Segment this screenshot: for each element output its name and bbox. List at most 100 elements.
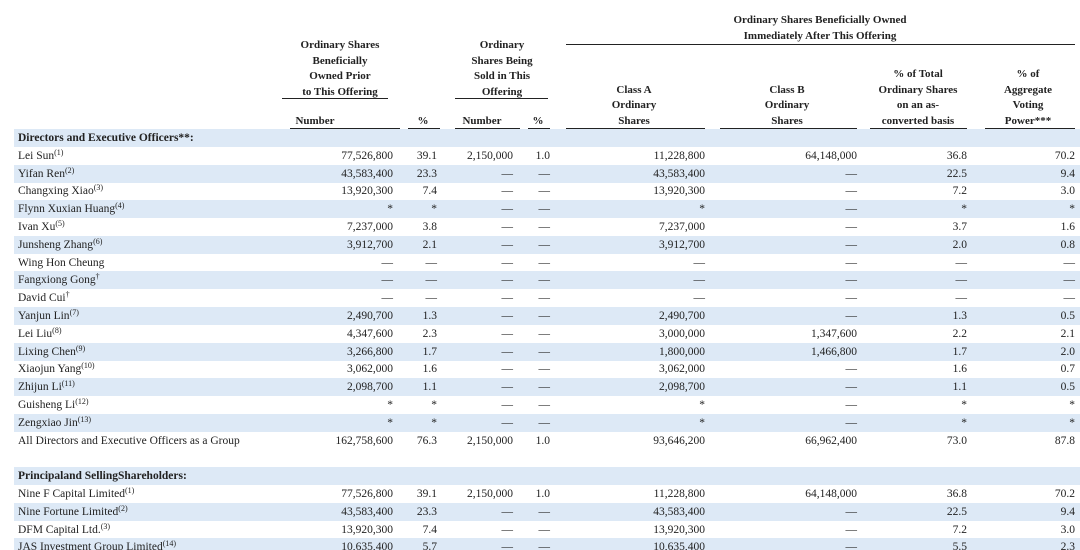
column-header: Ordinary Shares bbox=[300, 38, 380, 51]
cell: 3,062,000 bbox=[659, 363, 705, 376]
cell: 11,228,800 bbox=[653, 488, 705, 500]
cell: 13,920,300 bbox=[341, 185, 393, 198]
cell: 2,490,700 bbox=[347, 310, 393, 322]
cell: — bbox=[538, 345, 551, 358]
cell: — bbox=[1063, 274, 1076, 287]
cell: — bbox=[845, 167, 858, 180]
footnote-ref: (13) bbox=[77, 414, 92, 424]
group-header: Immediately After This Offering bbox=[743, 30, 897, 42]
cell: * bbox=[387, 399, 393, 411]
name: Fangxiong Gong bbox=[18, 274, 96, 287]
cell: 7.4 bbox=[422, 185, 437, 198]
cell: * bbox=[961, 399, 967, 411]
cell: 9.4 bbox=[1060, 505, 1075, 518]
rule bbox=[455, 98, 548, 99]
cell: 5.5 bbox=[952, 541, 967, 550]
footnote-ref: (11) bbox=[61, 379, 75, 389]
cell: — bbox=[501, 203, 514, 216]
cell: 2,150,000 bbox=[467, 434, 513, 447]
row-name: Wing Hon Cheung bbox=[18, 256, 104, 270]
cell: 3.8 bbox=[422, 221, 437, 233]
footnote-ref: (1) bbox=[125, 486, 135, 495]
column-header: Shares Being bbox=[471, 54, 533, 67]
cell: — bbox=[501, 256, 514, 269]
column-header: Owned Prior bbox=[309, 70, 371, 83]
column-header: % of Total bbox=[893, 67, 943, 80]
cell: — bbox=[538, 185, 551, 198]
name: Xiaojun Yang bbox=[18, 363, 82, 376]
cell: 3.0 bbox=[1060, 185, 1075, 198]
cell: 1.0 bbox=[535, 434, 550, 447]
cell: — bbox=[501, 185, 514, 198]
cell: — bbox=[501, 381, 514, 394]
name: Yanjun Lin bbox=[18, 310, 70, 322]
name: Yifan Ren bbox=[18, 167, 65, 180]
cell: — bbox=[501, 416, 514, 429]
cell: — bbox=[501, 292, 514, 305]
row-name: Lei Sun(1) bbox=[18, 148, 63, 163]
cell: 76.3 bbox=[416, 434, 437, 447]
rule bbox=[408, 128, 440, 129]
row-name: Flynn Xuxian Huang(4) bbox=[18, 202, 124, 216]
cell: — bbox=[538, 274, 551, 287]
cell: — bbox=[538, 416, 551, 429]
cell: 64,148,000 bbox=[805, 149, 857, 162]
name: Changxing Xiao bbox=[18, 185, 94, 198]
cell: — bbox=[501, 399, 514, 411]
name: Junsheng Zhang bbox=[18, 238, 94, 251]
cell: 43,583,400 bbox=[653, 505, 705, 518]
footnote-ref: † bbox=[65, 290, 70, 300]
sub-header: % bbox=[532, 115, 544, 127]
row-name: Nine F Capital Limited(1) bbox=[18, 487, 134, 501]
column-header: Voting bbox=[1012, 99, 1044, 112]
cell: — bbox=[845, 203, 858, 216]
column-header: converted basis bbox=[881, 115, 955, 127]
row-stripe bbox=[14, 164, 1080, 183]
cell: — bbox=[845, 416, 858, 429]
cell: 2.3 bbox=[422, 327, 437, 340]
cell: 0.5 bbox=[1060, 310, 1075, 322]
cell: * bbox=[1069, 203, 1075, 216]
cell: — bbox=[845, 363, 858, 376]
cell: 1.1 bbox=[422, 381, 437, 394]
footnote-ref: (12) bbox=[75, 397, 89, 406]
cell: — bbox=[501, 363, 514, 376]
cell: — bbox=[845, 238, 858, 251]
cell: — bbox=[538, 381, 551, 394]
cell: — bbox=[693, 256, 706, 269]
cell: 1,347,600 bbox=[811, 327, 857, 340]
cell: — bbox=[538, 327, 551, 340]
cell: — bbox=[425, 256, 438, 269]
footnote-ref: † bbox=[95, 272, 100, 282]
cell: 22.5 bbox=[946, 505, 967, 518]
column-header: Ordinary bbox=[764, 99, 810, 112]
cell: 77,526,800 bbox=[341, 488, 393, 500]
cell: — bbox=[845, 185, 858, 198]
row-stripe bbox=[14, 467, 1080, 486]
rule bbox=[282, 98, 388, 99]
cell: 3.0 bbox=[1060, 523, 1075, 536]
cell: * bbox=[699, 416, 705, 429]
footnote-ref: (6) bbox=[93, 236, 103, 246]
name: Guisheng Li bbox=[18, 399, 76, 411]
cell: 43,583,400 bbox=[341, 167, 393, 180]
row-name: DFM Capital Ltd.(3) bbox=[18, 522, 110, 537]
cell: — bbox=[381, 274, 394, 287]
name: JAS Investment Group Limited bbox=[18, 541, 163, 550]
cell: 13,920,300 bbox=[653, 523, 705, 536]
cell: * bbox=[387, 203, 393, 216]
cell: 23.3 bbox=[416, 505, 437, 518]
cell: — bbox=[538, 203, 551, 216]
cell: 73.0 bbox=[946, 434, 967, 447]
section-title: Principaland SellingShareholders: bbox=[18, 470, 187, 483]
cell: — bbox=[538, 256, 551, 269]
cell: — bbox=[538, 523, 551, 536]
cell: 2.3 bbox=[1060, 541, 1075, 550]
cell: 13,920,300 bbox=[341, 523, 393, 536]
cell: 64,148,000 bbox=[805, 488, 857, 500]
rule bbox=[455, 128, 520, 129]
row-name: Ivan Xu(5) bbox=[18, 220, 65, 234]
row-stripe bbox=[14, 129, 1080, 147]
column-header: on an as- bbox=[896, 99, 940, 112]
cell: — bbox=[501, 523, 514, 536]
